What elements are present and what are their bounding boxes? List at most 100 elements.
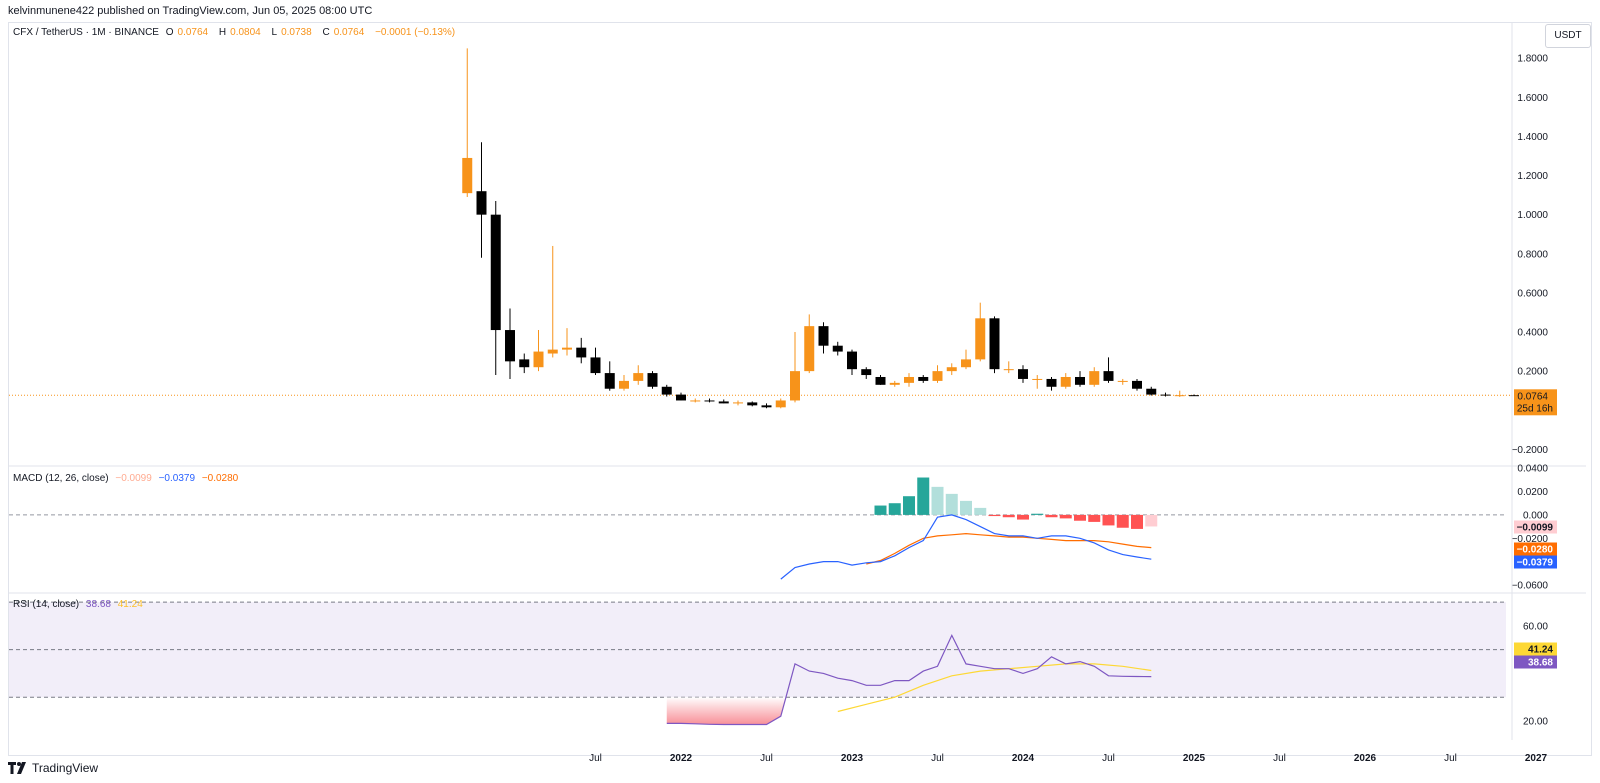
countdown-label: 25d 16h: [1517, 403, 1553, 414]
candle: [533, 330, 544, 372]
macd-histogram-bar: [1131, 514, 1143, 529]
publish-header: kelvinmunene422 published on TradingView…: [0, 0, 1600, 22]
rsi-tick-label: 20.00: [1523, 716, 1548, 727]
candle: [604, 361, 615, 391]
publish-line: kelvinmunene422 published on TradingView…: [8, 5, 373, 17]
candle-body: [590, 357, 601, 374]
open-label: O: [165, 27, 174, 38]
rsi-oversold-fill: [666, 697, 786, 725]
time-tick-label: 2025: [1183, 753, 1206, 764]
macd-histogram-bar: [974, 507, 987, 515]
candle-body: [1046, 378, 1057, 387]
time-tick-label: 2024: [1012, 753, 1035, 764]
candle: [633, 365, 644, 385]
candle-body: [690, 400, 701, 402]
tradingview-logo-icon: [8, 762, 28, 774]
candle: [690, 398, 701, 403]
candle-body: [932, 371, 943, 381]
candle: [1146, 386, 1157, 396]
candle-body: [1018, 369, 1028, 379]
candle-body: [861, 369, 872, 376]
price-tick-label: 0.6000: [1517, 288, 1548, 299]
candle: [775, 398, 786, 409]
high-label: H: [218, 27, 227, 38]
macd-tick-label: 0.0200: [1517, 487, 1548, 498]
time-tick-label: 2023: [841, 753, 864, 764]
macd-histogram-bar: [1145, 514, 1158, 527]
macd-histogram-bar: [1102, 514, 1115, 526]
price-tick-label: 0.4000: [1517, 328, 1548, 339]
candle-body: [1003, 369, 1014, 371]
price-tick-label: 1.2000: [1517, 171, 1548, 182]
candle-body: [961, 359, 971, 368]
macd-tick-label: 0.000: [1523, 510, 1548, 521]
rsi-ma-badge-bg: [1514, 642, 1557, 656]
macd-histogram-bar: [874, 505, 887, 515]
candle-body: [1146, 388, 1157, 395]
candle-body: [576, 347, 587, 358]
candle-body: [875, 376, 886, 385]
macd-tick-label: −0.0600: [1512, 580, 1549, 591]
rsi-badge-bg: [1514, 655, 1557, 669]
low-label: L: [271, 27, 278, 38]
macd-line-badge: −0.0379: [1517, 558, 1554, 569]
candle-body: [1103, 371, 1114, 381]
candle-body: [676, 394, 686, 401]
rsi-tick-label: 60.00: [1523, 621, 1548, 632]
time-tick-label: Jul: [760, 753, 773, 764]
candle: [519, 353, 530, 374]
candle-body: [975, 318, 986, 360]
macd-histogram-bar: [1031, 513, 1044, 515]
macd-hist-badge: −0.0099: [1517, 523, 1554, 534]
time-tick-label: Jul: [589, 753, 602, 764]
candle-body: [547, 349, 558, 354]
time-tick-label: 2027: [1525, 753, 1548, 764]
candle-body: [918, 376, 929, 381]
candle-body: [847, 351, 857, 370]
price-pane: 1.8000 1.6000 1.4000 1.2000 1.0000 0.8000 0.60…: [9, 48, 1586, 467]
candle: [733, 400, 743, 406]
rsi-badge: 38.68: [1528, 658, 1553, 669]
candle-body: [1174, 395, 1185, 397]
candle: [790, 332, 800, 403]
chart-frame[interactable]: [8, 22, 1592, 756]
currency-button[interactable]: USDT: [1545, 24, 1591, 48]
macd-signal-line: [866, 532, 1152, 565]
candle: [704, 398, 715, 403]
time-tick-label: 2022: [670, 753, 693, 764]
candle-body: [1117, 380, 1128, 382]
candle: [861, 367, 872, 379]
candle: [619, 375, 629, 391]
candle: [961, 349, 971, 370]
candle-body: [1032, 378, 1043, 380]
candle: [918, 375, 929, 383]
rsi-pane: 60.00 20.00 41.24 38.68: [9, 601, 1557, 727]
macd-title: MACD (12, 26, close): [13, 473, 109, 484]
candle: [747, 401, 758, 407]
macd-histogram-bar: [1002, 514, 1015, 518]
rsi-line: [666, 634, 1152, 726]
candle: [832, 341, 843, 356]
candle-body: [889, 382, 900, 385]
candle-body: [619, 380, 629, 389]
macd-signal-badge: −0.0280: [1517, 545, 1554, 556]
footer: TradingView: [8, 758, 98, 778]
macd-legend: MACD (12, 26, close) −0.0099 −0.0379 −0.…: [13, 473, 242, 484]
candle: [1060, 373, 1071, 389]
macd-line-value: −0.0379: [158, 473, 196, 484]
candle-body: [1089, 371, 1100, 385]
candle-body: [1160, 394, 1171, 396]
price-tick-label: −0.2000: [1512, 445, 1549, 456]
macd-histogram-bar: [1017, 514, 1029, 520]
rsi-legend: RSI (14, close) 38.68 41.24: [13, 599, 147, 610]
candle: [1132, 378, 1142, 391]
macd-tick-label: −0.0200: [1512, 534, 1549, 545]
macd-histogram-bar: [931, 486, 944, 515]
last-price-badge: [1514, 389, 1557, 416]
candle-body: [604, 373, 615, 389]
time-tick-label: 2026: [1354, 753, 1377, 764]
macd-histogram-bar: [1088, 514, 1101, 522]
candle-body: [747, 402, 758, 406]
candle: [847, 349, 857, 376]
